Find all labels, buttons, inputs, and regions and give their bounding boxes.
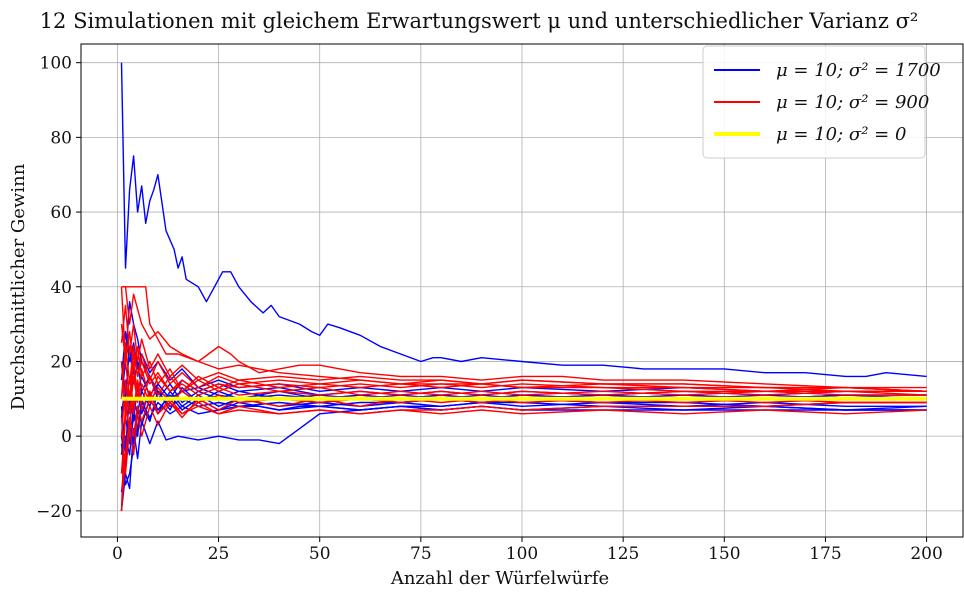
y-tick-label: 60 (50, 203, 72, 223)
x-axis-label: Anzahl der Würfelwürfe (390, 568, 609, 589)
legend-label-sigma1700: μ = 10; σ² = 1700 (776, 60, 941, 81)
x-tick-label: 25 (208, 544, 230, 564)
y-tick-label: −20 (36, 502, 72, 522)
series-lines (120, 62, 927, 511)
x-tick-label: 175 (809, 544, 841, 564)
x-tick-label: 150 (708, 544, 740, 564)
series-line-sigma1700 (120, 401, 927, 511)
series-line-sigma900 (120, 286, 927, 400)
series-line-sigma1700 (120, 383, 927, 452)
x-tick-label: 200 (910, 544, 942, 564)
series-line-sigma900 (120, 398, 927, 511)
y-tick-label: 0 (61, 427, 72, 447)
series-line-sigma900 (121, 286, 927, 392)
legend-box (702, 45, 926, 159)
x-tick-label: 100 (506, 544, 538, 564)
series-line-sigma900 (120, 304, 927, 392)
series-line-sigma900 (120, 375, 927, 437)
x-tick-label: 125 (607, 544, 639, 564)
chart-title: 12 Simulationen mit gleichem Erwartungsw… (40, 9, 919, 33)
legend-label-sigma900: μ = 10; σ² = 900 (776, 92, 929, 113)
x-tick-label: 0 (112, 544, 123, 564)
x-tick-label: 50 (309, 544, 331, 564)
axis-ticks: 0 25 50 75 100 125 150 175 200 −20 0 20 40 60 80 100 (36, 54, 943, 564)
legend-label-sigma0: μ = 10; σ² = 0 (776, 124, 906, 145)
grid (81, 44, 963, 537)
y-tick-label: 20 (50, 352, 72, 372)
y-axis-label: Durchschnittlicher Gewinn (8, 163, 29, 410)
series-line-sigma900 (120, 324, 927, 396)
y-tick-label: 80 (50, 128, 72, 148)
y-tick-label: 100 (40, 54, 72, 74)
series-line-sigma900 (121, 286, 927, 392)
x-tick-label: 75 (410, 544, 432, 564)
series-line-sigma1700 (120, 62, 927, 378)
y-tick-label: 40 (50, 278, 72, 298)
legend: μ = 10; σ² = 1700 μ = 10; σ² = 900 μ = 1… (702, 45, 941, 159)
